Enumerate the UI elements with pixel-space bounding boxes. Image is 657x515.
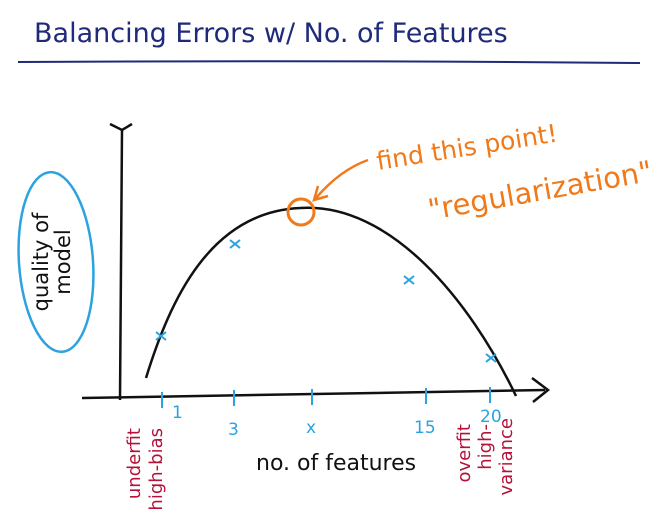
y-axis-arrow xyxy=(109,122,133,132)
tick-label-20: 20 xyxy=(480,407,502,427)
curve-marks xyxy=(155,239,497,363)
x-ticks xyxy=(161,387,491,408)
curve-mark xyxy=(485,353,497,363)
optimum-point-circle xyxy=(286,197,316,227)
x-axis xyxy=(81,388,546,400)
y-axis xyxy=(118,129,124,401)
tick-label-1: 1 xyxy=(172,403,183,423)
x-axis-label: no. of features xyxy=(256,451,416,476)
y-axis-label-line2: model xyxy=(51,229,75,294)
underfit-label-group: underfit high-bias xyxy=(124,428,167,511)
overfit-label-group: overfit high- xyxy=(454,424,496,483)
high-label: high- xyxy=(475,424,496,470)
annotation-find-group: find this point! xyxy=(374,119,559,176)
high-bias-label: high-bias xyxy=(146,428,167,511)
tick-label-15: 15 xyxy=(414,418,436,438)
tick-label-3: 3 xyxy=(228,420,239,440)
curve-mark xyxy=(403,275,415,285)
title-underline xyxy=(17,60,641,64)
variance-label-group: variance xyxy=(496,418,517,496)
annotation-arrowhead xyxy=(312,185,329,202)
annotation-arrow xyxy=(315,158,369,199)
curve-mark xyxy=(229,239,241,249)
y-axis-label-line1: quality of xyxy=(29,212,53,311)
variance-label: variance xyxy=(496,418,517,496)
underfit-label: underfit xyxy=(124,428,145,499)
diagram-title: Balancing Errors w/ No. of Features xyxy=(34,18,508,49)
annotation-find: find this point! xyxy=(374,119,559,176)
annotation-regularization: "regularization" xyxy=(425,154,654,227)
curve-mark xyxy=(155,331,167,341)
tick-label-x: x xyxy=(306,418,316,438)
y-label-circle xyxy=(17,170,95,354)
annotation-regularization-group: "regularization" xyxy=(425,154,654,227)
quality-curve xyxy=(144,206,518,397)
overfit-label: overfit xyxy=(454,424,475,483)
x-axis-arrow xyxy=(531,377,551,403)
y-axis-label-group: quality of model xyxy=(29,212,75,311)
